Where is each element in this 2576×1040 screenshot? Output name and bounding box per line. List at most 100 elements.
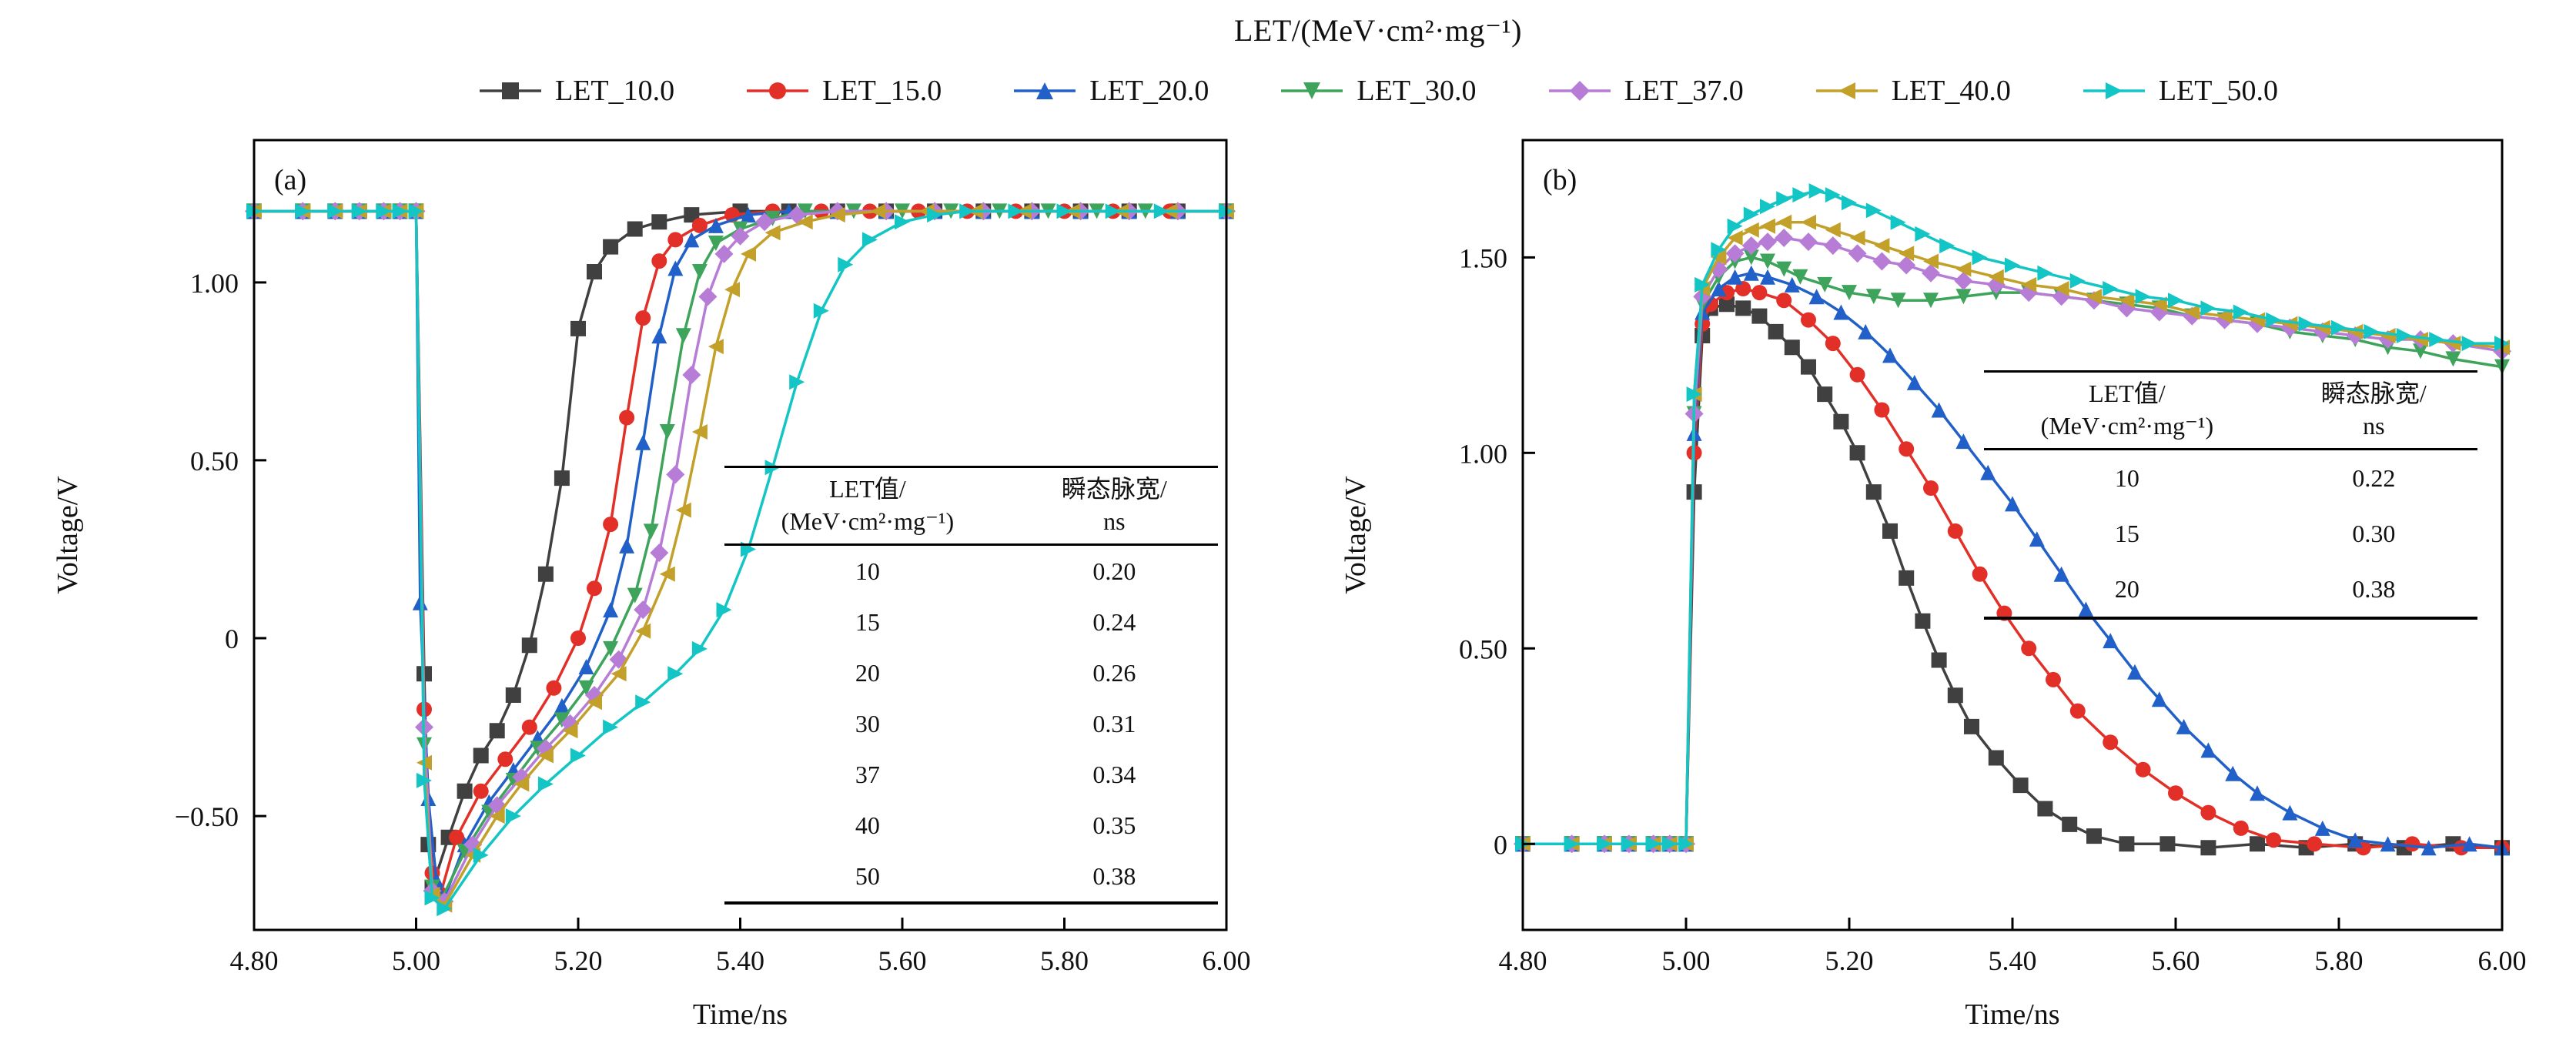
table-cell: 50 — [855, 861, 880, 890]
panel-b-inset-table: LET值/(MeV·cm²·mg⁻¹) 瞬态脉宽/ns 10 0.22 15 0.30 20… — [1984, 370, 2477, 620]
table-row: 15 0.30 — [1984, 506, 2477, 561]
series-LET_50.0 — [1515, 183, 2510, 852]
legend-item-let-40-0: LET_40.0 — [1815, 74, 2011, 108]
y-tick-label: 0.50 — [1459, 634, 1507, 664]
table-cell: 30 — [855, 709, 880, 737]
table-header-cell: LET值/(MeV·cm²·mg⁻¹) — [2040, 380, 2214, 440]
legend-item-let-20-0: LET_20.0 — [1012, 74, 1209, 108]
x-tick-label: 4.80 — [1499, 945, 1547, 976]
series-group — [245, 202, 1236, 917]
y-tick-label: 1.50 — [1459, 242, 1507, 273]
square-marker-icon — [480, 82, 541, 99]
triangle-up-marker-icon — [1014, 82, 1076, 99]
y-tick-label: 1.00 — [1459, 438, 1507, 469]
y-axis-title: Voltage/V — [52, 476, 84, 594]
x-tick-label: 5.00 — [392, 945, 440, 976]
triangle-left-marker-icon — [1815, 82, 1878, 99]
y-tick-label: 1.00 — [190, 268, 239, 299]
y-tick-label: 0 — [1494, 829, 1507, 860]
table-row: 10 0.20 — [724, 546, 1218, 597]
table-cell: 0.24 — [1092, 607, 1136, 636]
x-tick-label: 5.80 — [1040, 945, 1089, 976]
legend-item-let-15-0: LET_15.0 — [745, 74, 942, 108]
y-tick-label: 0.50 — [190, 446, 239, 477]
panel-label: (b) — [1543, 164, 1577, 196]
table-header-cell: 瞬态脉宽/ns — [2320, 380, 2427, 440]
x-axis-title: Time/ns — [1965, 998, 2059, 1031]
table-cell: 10 — [855, 557, 880, 585]
table-row: 37 0.34 — [724, 749, 1218, 800]
y-tick-label: 0 — [225, 624, 239, 654]
circle-marker-icon — [747, 82, 809, 99]
table-cell: 0.20 — [1092, 557, 1136, 585]
x-tick-label: 4.80 — [230, 945, 279, 976]
table-cell: 0.22 — [2352, 463, 2396, 492]
legend-label: LET_30.0 — [1357, 75, 1477, 107]
series-LET_50.0 — [246, 203, 1234, 917]
x-tick-label: 5.80 — [2315, 945, 2364, 976]
legend-label: LET_20.0 — [1089, 75, 1209, 107]
table-cell: 0.38 — [1092, 861, 1136, 890]
table-row: 30 0.31 — [724, 698, 1218, 749]
legend-item-let-50-0: LET_50.0 — [2082, 74, 2278, 108]
table-cell: 0.26 — [1092, 658, 1136, 687]
table-cell: 10 — [2114, 463, 2139, 492]
y-axis: −0.50 0 0.50 1.00 — [175, 268, 266, 832]
legend-label: LET_15.0 — [822, 75, 942, 107]
x-tick-label: 5.00 — [1662, 945, 1711, 976]
legend-item-let-10-0: LET_10.0 — [478, 74, 674, 108]
x-axis: 4.80 5.00 5.20 5.40 5.60 5.80 6.00 — [230, 918, 1251, 976]
table-header: LET值/(MeV·cm²·mg⁻¹) 瞬态脉宽/ns — [1984, 373, 2477, 451]
legend-label: LET_10.0 — [555, 75, 675, 107]
x-tick-label: 5.60 — [2152, 945, 2200, 976]
legend-label: LET_50.0 — [2158, 75, 2278, 107]
triangle-right-marker-icon — [2083, 82, 2145, 99]
table-cell: 20 — [855, 658, 880, 687]
table-row: 40 0.35 — [724, 800, 1218, 851]
table-cell: 37 — [855, 760, 880, 788]
legend-label: LET_40.0 — [1891, 75, 2011, 107]
table-row: 20 0.26 — [724, 647, 1218, 698]
diamond-marker-icon — [1548, 81, 1611, 101]
x-axis-title: Time/ns — [693, 998, 788, 1031]
legend-item-let-30-0: LET_30.0 — [1280, 74, 1477, 108]
table-row: 50 0.38 — [724, 851, 1218, 901]
table-cell: 0.30 — [2352, 519, 2396, 547]
panel-a-inset-table: LET值/(MeV·cm²·mg⁻¹) 瞬态脉宽/ns 10 0.20 15 0.24 20… — [724, 466, 1218, 905]
triangle-down-marker-icon — [1281, 82, 1343, 99]
table-header-cell: LET值/(MeV·cm²·mg⁻¹) — [781, 475, 955, 536]
table-cell: 0.35 — [1092, 811, 1136, 839]
table-cell: 15 — [855, 607, 880, 636]
x-tick-label: 5.60 — [878, 945, 927, 976]
x-tick-label: 5.40 — [1989, 945, 2037, 976]
series-group — [1514, 183, 2511, 856]
legend: LET_10.0 LET_15.0 LET_20.0 LET_30.0 LET_37.0… — [180, 74, 2576, 108]
y-tick-label: −0.50 — [175, 801, 239, 832]
x-tick-label: 5.20 — [554, 945, 603, 976]
table-cell: 0.31 — [1092, 709, 1136, 737]
table-cell: 40 — [855, 811, 880, 839]
table-header-cell: 瞬态脉宽/ns — [1061, 475, 1167, 536]
legend-label: LET_37.0 — [1624, 75, 1744, 107]
y-axis: 0 0.50 1.00 1.50 — [1459, 242, 1535, 860]
x-tick-label: 5.40 — [716, 945, 764, 976]
panel-a-chart: 4.80 5.00 5.20 5.40 5.60 5.80 6.00 −0.50 0 0.50 1.… — [52, 139, 1251, 1031]
x-tick-label: 5.20 — [1825, 945, 1874, 976]
legend-item-let-37-0: LET_37.0 — [1547, 74, 1744, 108]
panel-label: (a) — [274, 164, 306, 196]
legend-title: LET/(MeV·cm²·mg⁻¹) — [1234, 13, 1522, 48]
x-axis: 4.80 5.00 5.20 5.40 5.60 5.80 6.00 — [1499, 918, 2527, 976]
table-row: 10 0.22 — [1984, 450, 2477, 506]
table-cell: 15 — [2114, 519, 2139, 547]
table-row: 15 0.24 — [724, 597, 1218, 647]
x-tick-label: 6.00 — [2478, 945, 2527, 976]
table-header: LET值/(MeV·cm²·mg⁻¹) 瞬态脉宽/ns — [724, 468, 1218, 547]
table-cell: 20 — [2114, 574, 2139, 603]
panel-b-chart: 4.80 5.00 5.20 5.40 5.60 5.80 6.00 0 0.50 1.00 1.5… — [1340, 139, 2527, 1031]
table-cell: 0.34 — [1092, 760, 1136, 788]
table-cell: 0.38 — [2352, 574, 2396, 603]
table-row: 20 0.38 — [1984, 561, 2477, 617]
x-tick-label: 6.00 — [1203, 945, 1251, 976]
y-axis-title: Voltage/V — [1340, 476, 1372, 594]
